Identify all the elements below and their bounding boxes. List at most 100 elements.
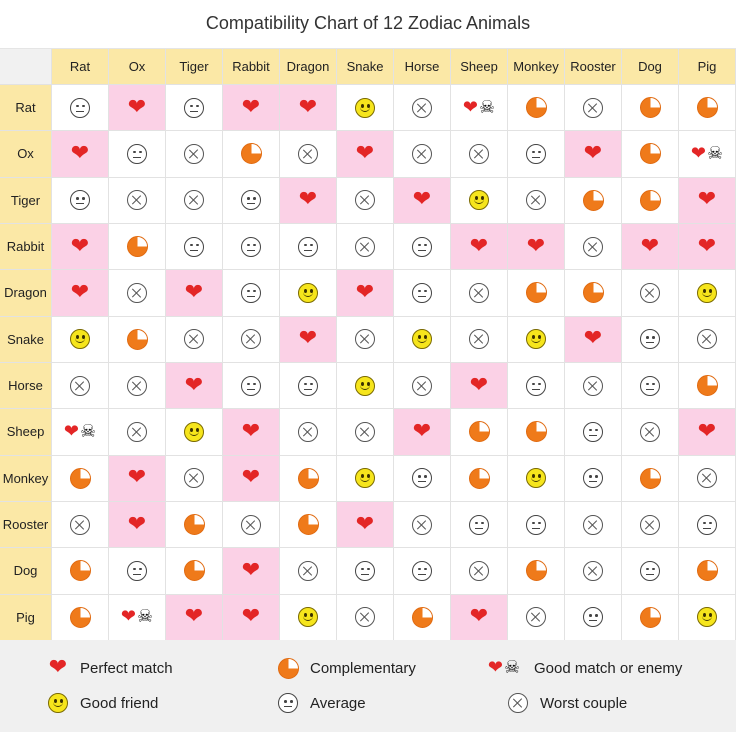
grid-cell bbox=[166, 131, 223, 178]
neutral-face-icon bbox=[298, 236, 318, 257]
grid-cell bbox=[394, 362, 451, 410]
grid-cell bbox=[337, 85, 394, 132]
grid-cell bbox=[109, 409, 166, 456]
grid-cell bbox=[451, 316, 508, 363]
grid-cell bbox=[451, 501, 508, 549]
grid-cell: ❤ bbox=[223, 455, 280, 502]
neutral-face-icon bbox=[640, 560, 660, 581]
neutral-face-icon bbox=[526, 143, 546, 164]
cross-circle-icon bbox=[640, 421, 660, 442]
heart-icon: ❤ bbox=[70, 233, 90, 259]
complementary-icon bbox=[277, 657, 299, 679]
legend-label-complementary: Complementary bbox=[310, 659, 416, 677]
heart-icon: ❤ bbox=[526, 233, 546, 259]
heart-icon: ❤ bbox=[70, 279, 90, 305]
heart-icon: ❤ bbox=[241, 418, 261, 444]
complementary-icon bbox=[525, 560, 547, 582]
grid-cell bbox=[508, 594, 565, 641]
neutral-face-icon bbox=[640, 329, 660, 350]
neutral-face-icon bbox=[412, 282, 432, 303]
heart-skull-icon: ❤ ☠ bbox=[487, 657, 521, 678]
grid-cell bbox=[52, 594, 109, 641]
grid-cell: ❤ bbox=[52, 223, 109, 271]
cross-circle-icon bbox=[127, 282, 147, 303]
grid-cell: ❤ bbox=[223, 409, 280, 456]
smile-icon bbox=[298, 607, 318, 628]
grid-cell bbox=[109, 548, 166, 595]
grid-cell bbox=[52, 548, 109, 595]
grid-cell bbox=[166, 223, 223, 271]
grid-cell bbox=[337, 548, 394, 595]
cross-circle-icon bbox=[298, 143, 318, 164]
grid-cell bbox=[679, 501, 736, 549]
chart-title: Compatibility Chart of 12 Zodiac Animals bbox=[205, 13, 531, 33]
grid-cell bbox=[508, 270, 565, 317]
smile-icon bbox=[184, 421, 204, 442]
grid-cell: ❤ ☠ bbox=[109, 594, 166, 641]
grid-cell: ❤ bbox=[166, 362, 223, 410]
smile-icon bbox=[355, 375, 375, 396]
complementary-icon bbox=[126, 236, 148, 258]
row-header: Rabbit bbox=[0, 223, 52, 271]
grid-cell bbox=[394, 131, 451, 178]
grid-cell: ❤ bbox=[109, 455, 166, 502]
cross-circle-icon bbox=[298, 421, 318, 442]
grid-cell bbox=[109, 270, 166, 317]
neutral-face-icon bbox=[469, 514, 489, 535]
compatibility-grid: Rat Ox Tiger Rabbit Dragon Snake Horse Sheep Mon… bbox=[0, 48, 736, 641]
grid-cell bbox=[565, 409, 622, 456]
column-header: Dragon bbox=[280, 49, 337, 85]
heart-icon: ❤ bbox=[355, 511, 375, 537]
heart-skull-icon: ❤ ☠ bbox=[120, 606, 154, 628]
grid-cell bbox=[508, 409, 565, 456]
cross-circle-icon bbox=[355, 607, 375, 628]
row-header: Sheep bbox=[0, 409, 52, 456]
cross-circle-icon bbox=[184, 190, 204, 211]
complementary-icon bbox=[525, 97, 547, 119]
grid-cell bbox=[679, 548, 736, 595]
grid-cell bbox=[280, 548, 337, 595]
grid-cell: ❤ ☠ bbox=[679, 131, 736, 178]
legend-label-enemy: Good match or enemy bbox=[534, 659, 683, 677]
complementary-icon bbox=[183, 560, 205, 582]
complementary-icon bbox=[183, 514, 205, 536]
cross-circle-icon bbox=[526, 607, 546, 628]
complementary-icon bbox=[297, 514, 319, 536]
grid-cell: ❤ bbox=[565, 131, 622, 178]
grid-cell bbox=[166, 177, 223, 224]
neutral-face-icon bbox=[241, 282, 261, 303]
grid-cell bbox=[280, 409, 337, 456]
grid-cell bbox=[223, 177, 280, 224]
grid-cell bbox=[679, 270, 736, 317]
heart-icon: ❤ bbox=[583, 326, 603, 352]
grid-cell bbox=[337, 409, 394, 456]
cross-circle-icon bbox=[697, 329, 717, 350]
grid-cell: ❤ bbox=[337, 501, 394, 549]
heart-icon: ❤ bbox=[583, 140, 603, 166]
grid-cell: ❤ bbox=[280, 85, 337, 132]
cross-circle-icon bbox=[355, 190, 375, 211]
grid-cell bbox=[52, 362, 109, 410]
row-header: Snake bbox=[0, 316, 52, 363]
grid-cell bbox=[622, 455, 679, 502]
grid-cell bbox=[280, 223, 337, 271]
heart-icon: ❤ bbox=[127, 511, 147, 537]
grid-cell bbox=[451, 177, 508, 224]
legend: ❤ Perfect match Complementary ❤ ☠ Good ma… bbox=[0, 640, 736, 732]
heart-skull-icon: ❤ ☠ bbox=[63, 420, 97, 442]
complementary-icon bbox=[240, 143, 262, 165]
grid-cell bbox=[451, 131, 508, 178]
cross-circle-icon bbox=[127, 421, 147, 442]
grid-cell bbox=[394, 223, 451, 271]
grid-cell bbox=[451, 455, 508, 502]
neutral-face-icon bbox=[241, 375, 261, 396]
cross-circle-icon bbox=[70, 375, 90, 396]
grid-cell bbox=[337, 594, 394, 641]
smile-icon bbox=[70, 329, 90, 350]
grid-cell bbox=[337, 362, 394, 410]
legend-item-complementary: Complementary bbox=[270, 656, 416, 680]
heart-icon: ❤ bbox=[469, 372, 489, 398]
grid-cell: ❤ bbox=[679, 177, 736, 224]
grid-cell bbox=[622, 409, 679, 456]
grid-cell: ❤ bbox=[451, 362, 508, 410]
